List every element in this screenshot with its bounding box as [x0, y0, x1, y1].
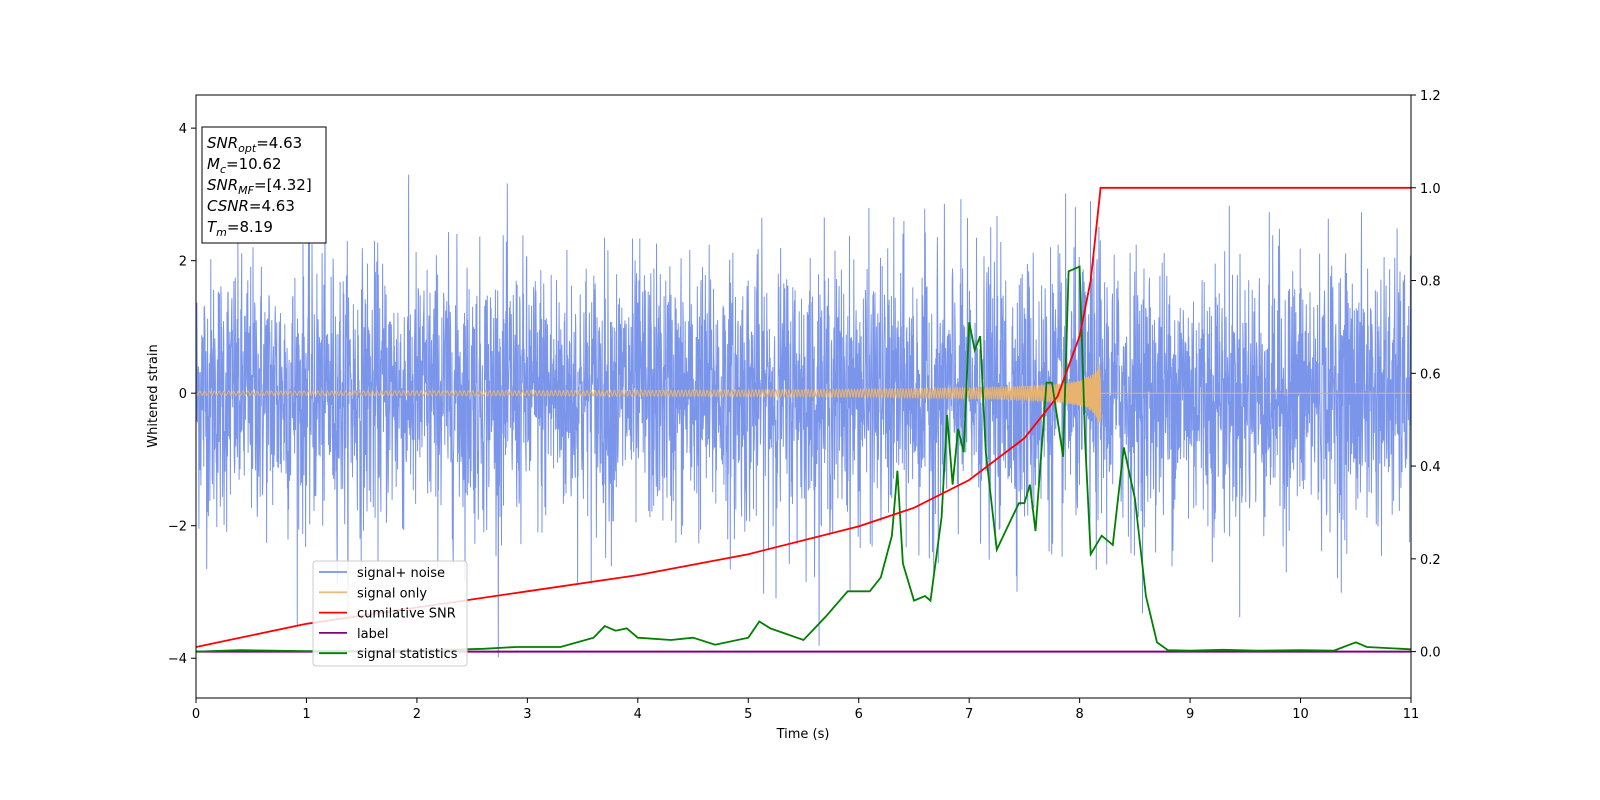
y2-tick-label: 0.4 — [1420, 460, 1441, 475]
y2-tick-label: 0.6 — [1420, 367, 1441, 382]
y2-tick-label: 1.2 — [1420, 89, 1441, 104]
y-axis-right: 1.2 1.0 0.8 0.6 0.4 0.2 0.0 — [1411, 89, 1441, 661]
y-tick-label: 0 — [179, 387, 187, 402]
plot-frame — [195, 94, 1412, 699]
info-box-line: CSNR=4.63 — [207, 197, 295, 215]
x-axis: 0 1 2 3 4 5 6 7 8 9 10 11 — [192, 698, 1419, 722]
y2-tick-label: 0.0 — [1420, 646, 1441, 661]
info-box-line: Mc=10.62 — [207, 155, 282, 176]
y2-tick-label: 1.0 — [1420, 182, 1441, 197]
x-tick-label: 3 — [523, 707, 531, 722]
x-tick-label: 10 — [1292, 707, 1309, 722]
series-signal-only — [196, 364, 1411, 425]
x-tick-label: 7 — [965, 707, 973, 722]
info-box: SNRopt=4.63Mc=10.62SNRMF=[4.32]CSNR=4.63… — [201, 126, 327, 244]
y2-tick-label: 0.8 — [1420, 275, 1441, 290]
series-signal-statistics — [196, 265, 1411, 653]
x-axis-label: Time (s) — [776, 727, 830, 742]
y-axis-left: 4 2 0 −2 −4 — [168, 122, 196, 667]
x-tick-label: 11 — [1403, 707, 1420, 722]
y-tick-label: 4 — [179, 122, 187, 137]
y-tick-label: 2 — [179, 255, 187, 270]
x-tick-label: 9 — [1186, 707, 1194, 722]
y-tick-label: −2 — [168, 520, 187, 535]
info-box-line: SNRopt=4.63 — [207, 134, 302, 155]
legend-entry: signal statistics — [357, 647, 458, 662]
legend-entry: signal+ noise — [357, 566, 445, 581]
x-tick-label: 6 — [855, 707, 863, 722]
info-box-line: SNRMF=[4.32] — [207, 176, 312, 197]
y-tick-label: −4 — [168, 652, 187, 667]
x-tick-label: 1 — [302, 707, 310, 722]
x-tick-label: 8 — [1075, 707, 1083, 722]
legend-entry: cumilative SNR — [357, 607, 456, 622]
legend: signal+ noise signal only cumilative SNR la… — [312, 560, 468, 667]
y2-tick-label: 0.2 — [1420, 553, 1441, 568]
info-box-line: Tm=8.19 — [207, 218, 273, 239]
x-tick-label: 2 — [413, 707, 421, 722]
x-tick-label: 5 — [744, 707, 752, 722]
x-tick-label: 0 — [192, 707, 200, 722]
series-signal-noise — [196, 174, 1411, 658]
legend-entry: label — [357, 627, 388, 642]
y-axis-label: Whitened strain — [146, 344, 161, 447]
x-tick-label: 4 — [634, 707, 642, 722]
legend-entry: signal only — [357, 586, 427, 601]
